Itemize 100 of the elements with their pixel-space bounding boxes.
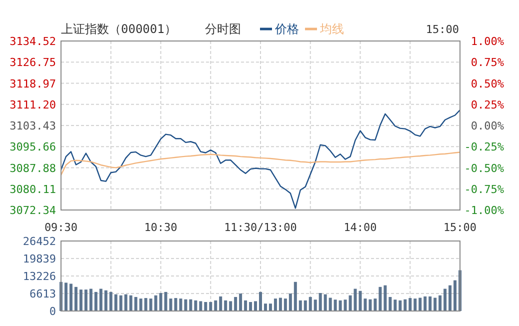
bar xyxy=(394,300,397,311)
bar xyxy=(214,300,218,311)
y-tick-label: 3103.43 xyxy=(10,120,56,132)
x-tick-label: 10:30 xyxy=(144,221,178,234)
chart-subtitle: 分时图 xyxy=(205,22,241,36)
bar xyxy=(124,294,128,311)
bar xyxy=(184,299,188,311)
y2-tick-label: -0.25% xyxy=(464,140,504,154)
bar xyxy=(274,298,277,311)
bar xyxy=(368,299,372,311)
bar xyxy=(194,300,198,311)
bar xyxy=(444,288,447,311)
bar xyxy=(338,300,342,311)
bar xyxy=(348,295,352,311)
bar xyxy=(254,301,258,311)
bar xyxy=(164,292,168,311)
bar xyxy=(199,301,202,311)
y-tick-label: 3080.11 xyxy=(10,182,56,196)
bar xyxy=(438,295,442,311)
bar xyxy=(294,282,297,311)
y-tick-label: 3087.88 xyxy=(10,162,56,175)
bar xyxy=(219,296,222,311)
bar xyxy=(69,284,72,311)
bar xyxy=(154,295,158,311)
bar xyxy=(109,292,112,311)
x-tick-label: 09:30 xyxy=(44,221,78,234)
bar xyxy=(364,298,367,311)
y-tick-label: 3118.97 xyxy=(10,77,56,90)
bar xyxy=(398,300,402,311)
bar xyxy=(314,300,317,311)
bar xyxy=(149,298,152,311)
bar xyxy=(318,293,322,311)
bar xyxy=(264,304,267,311)
legend-label: 价格 xyxy=(274,22,299,36)
y2-tick-label: 0.00% xyxy=(470,120,504,132)
bar xyxy=(324,294,327,311)
bar xyxy=(229,301,232,311)
chart-title: 上证指数（000001） xyxy=(61,22,176,36)
bar xyxy=(79,290,82,311)
y-tick-label: 3134.52 xyxy=(10,35,56,48)
bar xyxy=(414,298,417,311)
bar xyxy=(268,304,272,311)
bar xyxy=(354,288,357,311)
y-tick-label: 19839 xyxy=(22,252,56,266)
bar xyxy=(344,300,347,311)
x-tick-label: 14:00 xyxy=(344,221,377,234)
bar xyxy=(424,296,427,311)
bar xyxy=(179,298,182,311)
bar xyxy=(284,298,287,311)
bar xyxy=(104,290,108,311)
y2-tick-label: -0.50% xyxy=(464,162,504,175)
y-tick-label: 3072.34 xyxy=(10,204,56,217)
bar xyxy=(174,298,178,311)
y-tick-label: 26452 xyxy=(22,235,56,248)
bar xyxy=(328,298,332,311)
y-tick-label: 13226 xyxy=(22,270,56,283)
y-tick-label: 3126.75 xyxy=(10,56,56,70)
bar xyxy=(189,299,192,311)
text: 15:00 xyxy=(426,23,459,36)
bar xyxy=(334,300,337,311)
bar xyxy=(239,294,242,311)
bar xyxy=(434,298,437,311)
bar xyxy=(224,300,228,311)
y2-tick-label: 1.00% xyxy=(470,35,504,48)
bar xyxy=(374,298,377,311)
bar xyxy=(99,288,102,311)
bar xyxy=(404,299,407,311)
y2-tick-label: 0.50% xyxy=(470,77,504,90)
bar xyxy=(134,296,138,311)
bar xyxy=(304,300,307,311)
x-tick-label: 15:00 xyxy=(443,221,477,234)
bar xyxy=(418,298,422,311)
bar xyxy=(298,300,302,311)
bar xyxy=(378,286,382,311)
bar xyxy=(74,286,78,311)
y-tick-label: 0 xyxy=(49,305,56,318)
bar xyxy=(204,302,208,311)
y-tick-label: 3095.66 xyxy=(10,140,56,154)
bar xyxy=(119,295,122,311)
bar xyxy=(249,302,252,311)
bar xyxy=(64,282,68,311)
bar xyxy=(169,298,172,311)
bar xyxy=(288,294,292,311)
bar xyxy=(384,285,387,311)
y2-tick-label: -0.75% xyxy=(464,182,504,196)
bar xyxy=(428,296,432,311)
legend-label: 均线 xyxy=(319,22,344,36)
y2-tick-label: 0.75% xyxy=(470,56,504,70)
y-tick-label: 3111.20 xyxy=(10,98,56,112)
bar xyxy=(209,302,212,311)
bar xyxy=(129,295,132,311)
x-tick-label: 11:30/13:00 xyxy=(224,221,297,234)
bar xyxy=(278,298,282,311)
bar xyxy=(94,292,98,311)
bar xyxy=(234,296,238,311)
bar xyxy=(144,298,148,311)
bar xyxy=(408,298,412,311)
bar xyxy=(448,285,452,311)
bar xyxy=(244,300,248,311)
bar xyxy=(259,292,262,311)
